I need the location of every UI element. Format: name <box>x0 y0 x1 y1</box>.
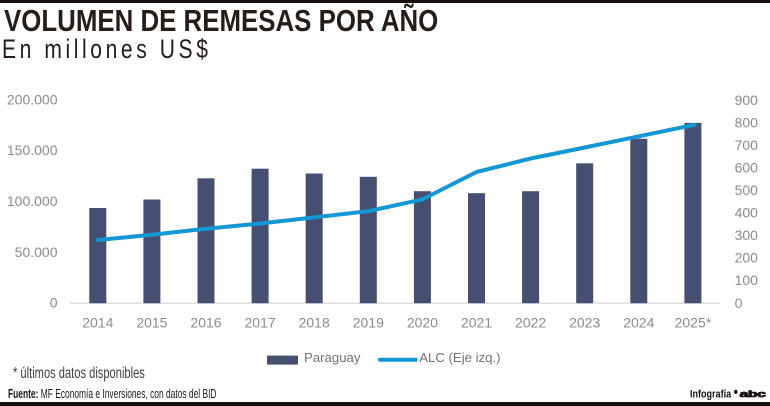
svg-text:2021: 2021 <box>461 315 492 331</box>
svg-text:2024: 2024 <box>623 315 654 331</box>
svg-text:Paraguay: Paraguay <box>304 350 361 365</box>
svg-text:50.000: 50.000 <box>15 244 58 260</box>
svg-text:100.000: 100.000 <box>7 193 58 209</box>
svg-text:2023: 2023 <box>569 315 600 331</box>
svg-text:ALC (Eje izq.): ALC (Eje izq.) <box>419 350 500 365</box>
svg-text:400: 400 <box>735 205 759 221</box>
svg-text:600: 600 <box>735 159 759 175</box>
svg-text:150.000: 150.000 <box>7 142 58 158</box>
svg-text:2017: 2017 <box>245 315 276 331</box>
svg-text:2025*: 2025* <box>675 315 712 331</box>
svg-text:0: 0 <box>50 295 58 311</box>
svg-text:200.000: 200.000 <box>7 91 58 107</box>
svg-text:100: 100 <box>735 272 759 288</box>
svg-text:800: 800 <box>735 114 759 130</box>
svg-text:500: 500 <box>735 182 759 198</box>
svg-text:200: 200 <box>735 250 759 266</box>
svg-text:2020: 2020 <box>407 315 438 331</box>
svg-text:700: 700 <box>735 137 759 153</box>
svg-text:300: 300 <box>735 227 759 243</box>
svg-text:2014: 2014 <box>82 315 113 331</box>
svg-text:900: 900 <box>735 92 759 108</box>
svg-text:0: 0 <box>735 295 743 311</box>
svg-text:2016: 2016 <box>190 315 221 331</box>
svg-text:2015: 2015 <box>136 315 167 331</box>
svg-text:2018: 2018 <box>299 315 330 331</box>
svg-text:2019: 2019 <box>353 315 384 331</box>
svg-text:2022: 2022 <box>515 315 546 331</box>
